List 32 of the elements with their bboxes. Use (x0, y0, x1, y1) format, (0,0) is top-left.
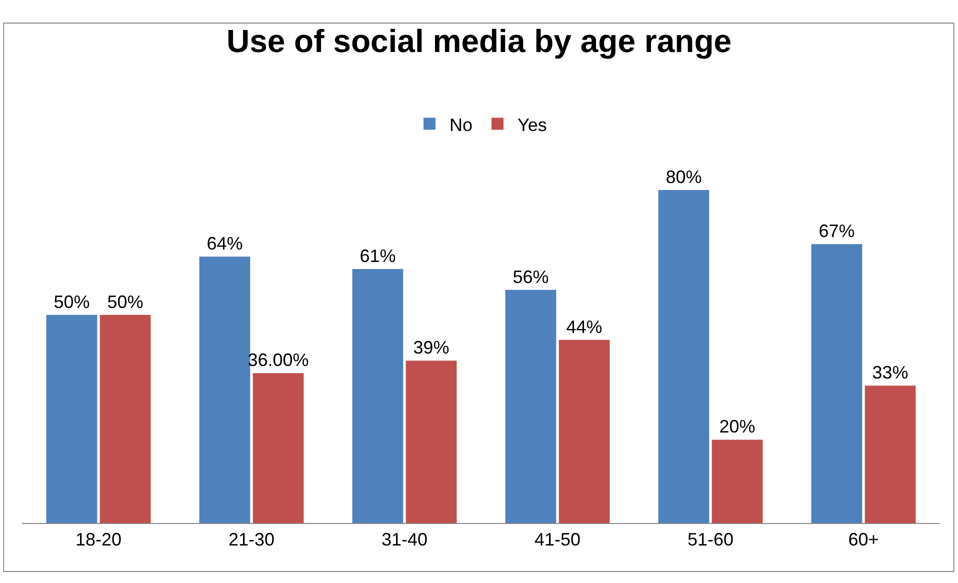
bar (406, 360, 457, 523)
bar (558, 340, 610, 523)
x-tick-label: 41-50 (534, 530, 581, 550)
data-label: 39% (413, 338, 450, 358)
bar (811, 244, 862, 523)
bar (712, 440, 763, 523)
bar (100, 314, 151, 523)
data-label: 61% (360, 246, 396, 266)
data-label: 33% (872, 362, 908, 383)
bar (46, 314, 98, 523)
bar (352, 269, 404, 523)
legend-label: Yes (518, 114, 547, 135)
x-tick-label: 21-30 (228, 530, 275, 550)
x-tick-label: 18-20 (75, 530, 122, 550)
x-tick-label: 51-60 (687, 530, 734, 550)
data-label: 80% (666, 166, 702, 187)
bar (864, 386, 916, 523)
data-label: 20% (719, 416, 756, 437)
bar (658, 190, 710, 523)
data-label: 67% (818, 221, 855, 242)
data-label: 64% (206, 234, 243, 254)
data-label: 44% (566, 316, 602, 337)
data-label: 50% (54, 292, 90, 312)
x-tick-label: 31-40 (381, 530, 428, 550)
bar (252, 373, 304, 523)
data-label: 56% (512, 266, 549, 287)
data-label: 50% (107, 292, 144, 312)
legend-label: No (450, 114, 473, 135)
bar (199, 256, 250, 523)
x-tick-label: 60+ (848, 530, 879, 550)
bar (505, 290, 556, 523)
chart-title: Use of social media by age range (226, 23, 732, 60)
